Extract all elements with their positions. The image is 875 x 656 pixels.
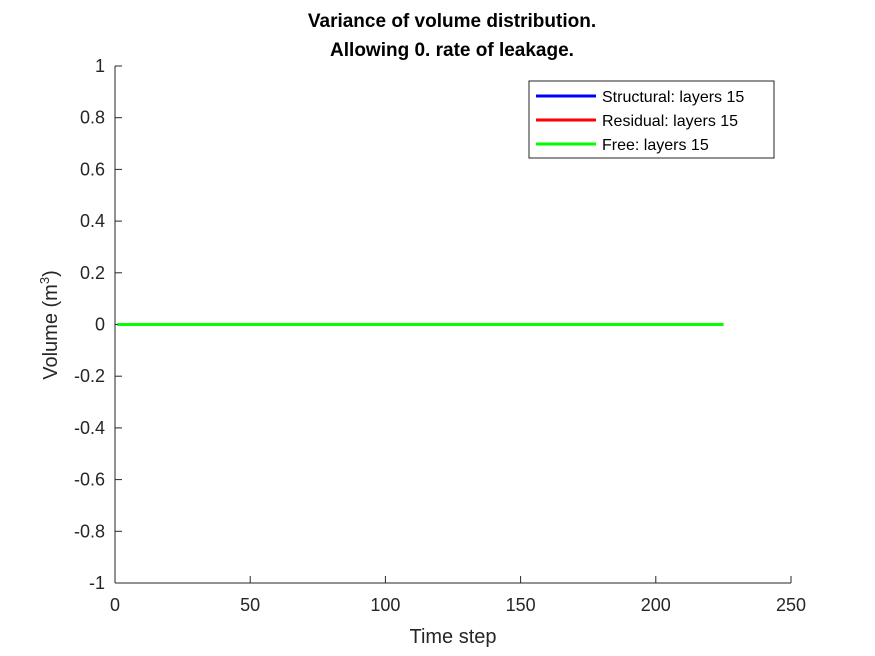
y-tick-label: 0.4 bbox=[80, 211, 105, 231]
x-tick-label: 100 bbox=[370, 595, 400, 615]
y-axis-label-close: ) bbox=[40, 270, 62, 277]
y-tick-label: 0.8 bbox=[80, 108, 105, 128]
y-tick-label: -0.6 bbox=[74, 470, 105, 490]
legend: Structural: layers 15 Residual: layers 15… bbox=[528, 80, 775, 159]
y-tick-label: 1 bbox=[95, 56, 105, 76]
legend-label-2: Residual: layers 15 bbox=[602, 113, 738, 130]
x-tick-label: 150 bbox=[506, 595, 536, 615]
x-ticks: 0 50 100 150 200 250 bbox=[110, 576, 806, 615]
y-axis-label-main: Volume (m bbox=[40, 284, 62, 380]
y-ticks: -1 -0.8 -0.6 -0.4 -0.2 0 0.2 0.4 0.6 0.8 1 bbox=[74, 56, 122, 593]
chart-title-line-2: Allowing 0. rate of leakage. bbox=[330, 40, 574, 61]
chart-title-line-1: Variance of volume distribution. bbox=[308, 11, 596, 32]
x-axis-label: Time step bbox=[409, 626, 496, 648]
y-tick-label: -0.8 bbox=[74, 521, 105, 541]
y-axis-label: Volume (m3) bbox=[37, 270, 62, 380]
y-tick-label: 0.2 bbox=[80, 263, 105, 283]
y-tick-label: 0.6 bbox=[80, 159, 105, 179]
x-tick-label: 50 bbox=[240, 595, 260, 615]
x-tick-label: 0 bbox=[110, 595, 120, 615]
y-axis-label-superscript: 3 bbox=[37, 277, 52, 284]
y-tick-label: 0 bbox=[95, 315, 105, 335]
y-tick-label: -0.2 bbox=[74, 366, 105, 386]
y-tick-label: -0.4 bbox=[74, 418, 105, 438]
x-tick-label: 250 bbox=[776, 595, 806, 615]
x-tick-label: 200 bbox=[641, 595, 671, 615]
legend-label-3: Free: layers 15 bbox=[602, 137, 709, 154]
legend-label-1: Structural: layers 15 bbox=[602, 89, 744, 106]
y-tick-label: -1 bbox=[89, 573, 105, 593]
